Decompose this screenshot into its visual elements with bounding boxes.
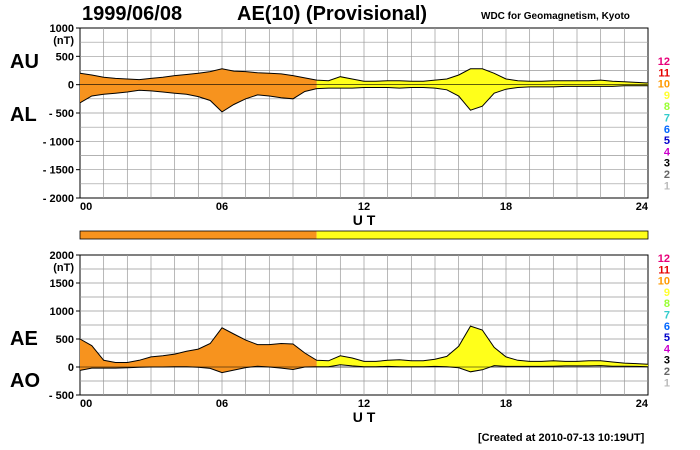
legend-station-count: 1 [664,377,670,389]
x-tick-label: 12 [358,201,370,213]
legend-station-count: 5 [664,332,670,344]
x-tick-label: 12 [358,398,370,410]
y-tick-label: - 2000 [43,193,74,205]
y-tick-label: 2000 [50,250,74,262]
y-tick-label: - 500 [49,390,74,402]
x-tick-label: 24 [636,398,649,410]
legend-station-count: 9 [664,90,670,102]
legend-station-count: 7 [664,113,670,125]
x-tick-label: 00 [80,201,92,213]
legend-station-count: 6 [664,124,670,136]
series-line-au [79,68,649,84]
y-tick-label: 1000 [50,23,74,35]
legend-station-count: 6 [664,321,670,333]
legend-station-count: 7 [664,310,670,322]
legend-station-count: 2 [664,169,670,181]
series-line-al [79,85,648,113]
legend-station-count: 10 [658,79,670,91]
created-timestamp: [Created at 2010-07-13 10:19UT] [478,432,645,444]
x-tick-label: 06 [216,398,228,410]
y-tick-label: 0 [68,80,74,92]
legend-station-count: 3 [664,355,670,367]
legend-station-count: 3 [664,158,670,170]
x-tick-label: 00 [80,398,92,410]
y-tick-label: 500 [56,51,74,63]
legend-station-count: 4 [664,146,671,158]
y-tick-label: 1500 [50,278,74,290]
x-axis-label: U T [353,409,376,425]
y-tick-label: 0 [68,362,74,374]
legend-station-count: 11 [658,67,670,79]
x-tick-label: 18 [500,201,512,213]
legend-station-count: 8 [664,298,670,310]
area-provisional [316,68,648,111]
status-bar-completed [80,231,317,239]
side-label-al: AL [10,104,37,126]
legend-station-count: 4 [664,343,671,355]
index-title: AE(10) (Provisional) [237,3,428,25]
panel-ae-ao [76,254,649,396]
x-axis-label: U T [353,212,376,228]
area-completed [80,327,317,373]
y-tick-label: - 1000 [43,136,74,148]
status-bar-frame [79,230,649,240]
legend-station-count: 12 [658,253,670,265]
date-title: 1999/06/08 [82,3,183,25]
panel-au-al [76,27,649,199]
legend-station-count: 11 [658,264,670,276]
legend-station-count: 9 [664,287,670,299]
x-tick-label: 18 [500,398,512,410]
side-label-ao: AO [10,370,40,392]
legend-station-count: 8 [664,101,670,113]
status-bar-provisional [316,231,648,239]
y-unit-label: (nT) [53,35,74,47]
legend-station-count: 2 [664,366,670,378]
x-tick-label: 06 [216,201,228,213]
series-line-ae [79,325,649,365]
x-tick-label: 24 [636,201,649,213]
y-tick-label: 1000 [50,306,74,318]
legend-station-count: 10 [658,276,670,288]
source-label: WDC for Geomagnetism, Kyoto [481,11,630,22]
area-completed [80,68,317,112]
y-tick-label: - 1500 [43,165,74,177]
legend-station-count: 1 [664,180,670,192]
y-unit-label: (nT) [53,262,74,274]
legend-station-count: 12 [658,56,670,68]
legend-station-count: 5 [664,135,670,147]
side-label-au: AU [10,51,39,73]
area-provisional [316,326,648,372]
y-tick-label: 500 [56,334,74,346]
y-tick-label: - 500 [49,108,74,120]
side-label-ae: AE [10,328,38,350]
